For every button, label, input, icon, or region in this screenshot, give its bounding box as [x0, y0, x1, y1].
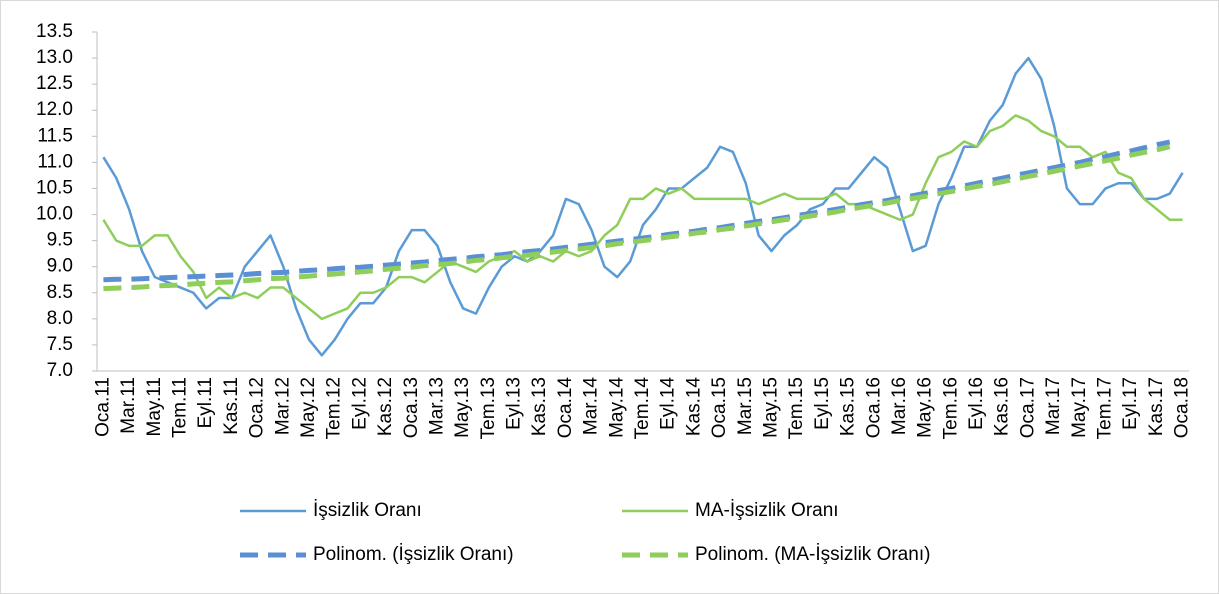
x-tick-label: Mar.15 [735, 377, 756, 435]
x-tick-label: May.16 [915, 377, 936, 438]
x-tick-label: Mar.11 [118, 377, 139, 434]
y-tick-label: 9.0 [47, 256, 73, 277]
y-tick-label: 7.5 [47, 334, 73, 355]
x-tick-label: Oca.18 [1172, 377, 1193, 438]
x-tick-label: Oca.15 [709, 377, 730, 438]
x-tick-label: Tem.17 [1095, 377, 1116, 439]
x-tick-label: May.12 [298, 377, 319, 438]
trend-line [103, 139, 1171, 283]
legend-label: İşsizlik Oranı [313, 500, 422, 521]
x-tick-label: Mar.14 [581, 377, 602, 436]
x-tick-label: Eyl.16 [966, 377, 987, 430]
y-tick-label: 13.5 [36, 21, 73, 42]
series-line [102, 56, 1184, 357]
x-tick-label: Oca.17 [1017, 377, 1038, 438]
x-tick-label: Mar.13 [426, 377, 447, 435]
y-tick-label: 10.5 [36, 177, 73, 198]
y-tick-label: 12.5 [36, 73, 73, 94]
x-tick-label: Tem.15 [786, 377, 807, 439]
x-tick-label: Eyl.14 [658, 377, 679, 430]
x-tick-label: Eyl.15 [812, 377, 833, 430]
y-tick-label: 11.5 [37, 125, 73, 146]
y-tick-label: 9.5 [47, 230, 73, 251]
x-tick-label: Mar.16 [889, 377, 910, 435]
x-tick-label: May.11 [144, 377, 165, 437]
x-tick-label: Tem.11 [170, 377, 191, 438]
x-tick-label: Kas.11 [221, 377, 242, 435]
x-tick-label: Tem.12 [324, 377, 345, 439]
x-tick-label: Kas.15 [838, 377, 859, 436]
x-tick-label: Tem.13 [478, 377, 499, 439]
x-tick-label: Eyl.13 [504, 377, 525, 430]
x-tick-label: Oca.13 [401, 377, 422, 438]
x-tick-label: Kas.13 [529, 377, 550, 436]
x-tick-label: Kas.14 [683, 377, 704, 437]
x-tick-label: Oca.16 [863, 377, 884, 438]
x-tick-label: Oca.14 [555, 377, 576, 439]
y-tick-label: 10.0 [36, 204, 73, 225]
x-tick-label: Mar.17 [1043, 377, 1064, 435]
y-tick-label: 8.5 [47, 282, 73, 303]
x-tick-label: Eyl.11 [195, 377, 216, 428]
x-tick-label: Kas.12 [375, 377, 396, 436]
x-tick-label: Eyl.12 [349, 377, 370, 430]
x-tick-label: Kas.16 [992, 377, 1013, 436]
x-tick-label: Mar.12 [272, 377, 293, 435]
legend-label: Polinom. (İşsizlik Oranı) [313, 544, 514, 565]
x-tick-label: May.14 [606, 377, 627, 438]
x-tick-label: May.13 [452, 377, 473, 438]
y-tick-label: 7.0 [47, 360, 73, 381]
x-tick-label: Tem.16 [940, 377, 961, 439]
legend-label: MA-İşsizlik Oranı [695, 500, 839, 521]
x-tick-label: Eyl.17 [1120, 377, 1141, 430]
trend-line [103, 144, 1171, 292]
x-tick-label: May.15 [760, 377, 781, 438]
y-tick-label: 12.0 [36, 99, 73, 120]
series-line [102, 114, 1183, 321]
x-tick-label: Oca.12 [247, 377, 268, 438]
x-tick-label: May.17 [1069, 377, 1090, 438]
y-tick-label: 8.0 [47, 308, 73, 329]
legend-label: Polinom. (MA-İşsizlik Oranı) [695, 544, 930, 565]
x-tick-label: Oca.11 [92, 377, 113, 437]
y-tick-label: 11.0 [37, 151, 73, 172]
y-tick-label: 13.0 [36, 47, 73, 68]
x-tick-label: Kas.17 [1146, 377, 1167, 436]
x-tick-label: Tem.14 [632, 377, 653, 440]
